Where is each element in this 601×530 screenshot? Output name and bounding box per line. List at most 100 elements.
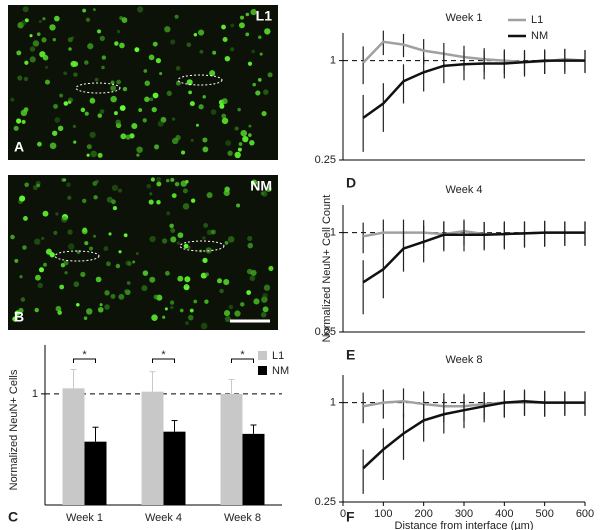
cell-dot bbox=[149, 235, 156, 243]
cell-dot bbox=[72, 124, 77, 129]
cell-dot bbox=[52, 130, 58, 136]
cell-dot bbox=[234, 126, 239, 131]
cell-dot bbox=[156, 181, 162, 187]
cell-dot bbox=[221, 98, 228, 105]
bar bbox=[62, 388, 85, 505]
cell-dot bbox=[59, 93, 64, 98]
bar bbox=[163, 431, 186, 505]
chart-title: Week 1 bbox=[445, 12, 482, 24]
y-tick-label: 1 bbox=[330, 55, 336, 67]
cell-dot bbox=[164, 307, 168, 311]
cell-dot bbox=[34, 274, 41, 281]
cell-dot bbox=[118, 293, 125, 300]
cell-dot bbox=[177, 232, 184, 239]
cell-dot bbox=[248, 124, 252, 128]
cell-dot bbox=[57, 125, 64, 132]
cell-dot bbox=[68, 47, 72, 51]
cell-dot bbox=[122, 86, 128, 92]
cell-dot bbox=[258, 35, 262, 39]
cell-dot bbox=[127, 261, 132, 266]
cell-dot bbox=[106, 261, 111, 267]
cell-dot bbox=[182, 203, 190, 210]
cell-dot bbox=[240, 15, 244, 20]
cell-dot bbox=[195, 123, 199, 127]
cell-dot bbox=[170, 177, 175, 182]
cell-dot bbox=[63, 101, 69, 106]
cell-dot bbox=[120, 133, 127, 140]
cell-dot bbox=[149, 97, 154, 102]
y-axis-label: Normalized NeuN+ Cell Count bbox=[321, 195, 333, 343]
cell-dot bbox=[44, 65, 49, 69]
cell-dot bbox=[259, 52, 263, 56]
cell-dot bbox=[20, 20, 27, 26]
cell-dot bbox=[238, 142, 243, 146]
cell-dot bbox=[255, 90, 261, 96]
cell-dot bbox=[188, 90, 192, 95]
cell-dot bbox=[227, 150, 233, 156]
cell-dot bbox=[227, 236, 235, 243]
cell-dot bbox=[263, 89, 269, 95]
cell-dot bbox=[174, 181, 180, 187]
cell-dot bbox=[101, 55, 107, 60]
cell-dot bbox=[250, 269, 257, 276]
cell-dot bbox=[37, 141, 42, 147]
cell-dot bbox=[159, 72, 163, 76]
cell-dot bbox=[209, 70, 216, 77]
interface-outline bbox=[75, 82, 121, 94]
cell-dot bbox=[221, 117, 229, 125]
cell-dot bbox=[165, 178, 170, 183]
cell-dot bbox=[202, 257, 208, 264]
cell-dot bbox=[237, 107, 241, 112]
cell-dot bbox=[197, 29, 205, 36]
cell-dot bbox=[86, 144, 92, 150]
cell-dot bbox=[29, 46, 36, 52]
cell-dot bbox=[179, 308, 184, 313]
cell-dot bbox=[183, 243, 189, 249]
cell-dot bbox=[135, 252, 139, 256]
series-line bbox=[362, 399, 585, 470]
cell-dot bbox=[146, 183, 152, 189]
cell-dot bbox=[17, 75, 23, 81]
cell-dot bbox=[144, 80, 150, 86]
cell-dot bbox=[166, 211, 171, 216]
cell-dot bbox=[257, 78, 262, 82]
cell-dot bbox=[242, 135, 249, 143]
cell-dot bbox=[206, 192, 213, 199]
cell-dot bbox=[202, 146, 209, 153]
cell-dot bbox=[200, 322, 208, 330]
cell-dot bbox=[110, 293, 116, 299]
cell-dot bbox=[71, 36, 75, 40]
cell-dot bbox=[113, 111, 118, 116]
legend-label: NM bbox=[272, 365, 289, 377]
cell-dot bbox=[99, 303, 103, 307]
bar bbox=[141, 391, 164, 505]
cell-dot bbox=[170, 305, 174, 310]
cell-dot bbox=[236, 203, 241, 208]
cell-dot bbox=[29, 34, 33, 38]
cell-dot bbox=[116, 79, 122, 85]
x-tick-label: 300 bbox=[455, 508, 473, 520]
cell-dot bbox=[169, 300, 175, 305]
cell-dot bbox=[73, 72, 78, 77]
cell-dot bbox=[67, 97, 74, 103]
y-tick-label: 1 bbox=[32, 388, 38, 400]
bar bbox=[242, 433, 265, 505]
cell-dot bbox=[230, 23, 235, 28]
cell-dot bbox=[166, 90, 172, 96]
cell-dot bbox=[53, 103, 58, 109]
cell-dot bbox=[52, 37, 57, 42]
panel-label: A bbox=[14, 139, 24, 155]
cell-dot bbox=[125, 134, 131, 140]
cell-dot bbox=[110, 95, 117, 103]
cell-dot bbox=[89, 97, 96, 104]
cell-dot bbox=[210, 229, 216, 235]
cell-dot bbox=[152, 41, 158, 47]
cell-dot bbox=[132, 260, 136, 264]
cell-dot bbox=[63, 71, 68, 76]
cell-dot bbox=[110, 85, 117, 91]
cell-dot bbox=[248, 133, 252, 137]
cell-dot bbox=[82, 8, 87, 13]
cell-dot bbox=[136, 146, 143, 153]
image-label: NM bbox=[250, 178, 272, 194]
cell-dot bbox=[202, 95, 206, 99]
